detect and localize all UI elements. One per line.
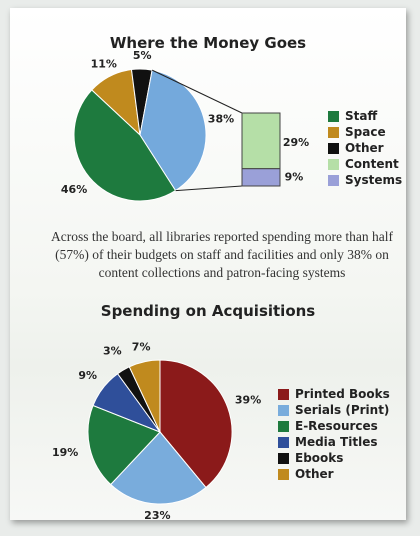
legend-item: Serials (Print) (278, 402, 390, 418)
legend-label: Content (345, 157, 399, 171)
slice-content-systems-label: 38% (208, 112, 234, 125)
legend-item: Systems (328, 172, 402, 188)
legend-swatch (328, 174, 339, 186)
legend-item: Staff (328, 108, 402, 124)
connector-line-top (151, 69, 243, 114)
legend-swatch (328, 110, 339, 122)
slice-serials-print-label: 23% (144, 509, 170, 522)
legend-swatch (278, 468, 289, 480)
slice-printed-books-label: 39% (235, 393, 261, 406)
chart2-legend: Printed Books Serials (Print) E-Resources M… (278, 386, 390, 482)
legend-swatch (328, 158, 339, 170)
legend-label: E-Resources (295, 419, 378, 433)
bar-label-systems: 9% (285, 170, 304, 183)
chart1-pie: 11% 5% 38% 46% 29% 9% (61, 49, 309, 202)
chart2-title: Spending on Acquisitions (100, 302, 316, 320)
legend-label: Printed Books (295, 387, 390, 401)
legend-item: E-Resources (278, 418, 390, 434)
slice-ebooks-label: 3% (103, 344, 122, 357)
legend-label: Media Titles (295, 435, 378, 449)
legend-label: Other (345, 141, 384, 155)
bar-segment-content (241, 112, 281, 170)
legend-swatch (328, 126, 339, 138)
legend-item: Ebooks (278, 450, 390, 466)
slice-other-label: 7% (132, 341, 151, 354)
legend-swatch (278, 420, 289, 432)
bar-segment-systems (241, 168, 281, 187)
bar-label-content: 29% (283, 136, 309, 149)
legend-label: Other (295, 467, 334, 481)
legend-swatch (328, 142, 339, 154)
legend-item: Space (328, 124, 402, 140)
legend-label: Ebooks (295, 451, 344, 465)
legend-swatch (278, 388, 289, 400)
legend-label: Space (345, 125, 386, 139)
legend-label: Serials (Print) (295, 403, 390, 417)
slice-serials-print (110, 431, 207, 505)
slice-media-titles-label: 9% (78, 369, 97, 382)
connector-line-bottom (175, 185, 243, 192)
slice-staff-label: 46% (61, 183, 87, 196)
legend-item: Other (278, 466, 390, 482)
infographic-card: Where the Money Goes Spending on Acquisi… (10, 8, 406, 523)
legend-label: Staff (345, 109, 378, 123)
legend-item: Other (328, 140, 402, 156)
slice-other (128, 359, 161, 433)
legend-item: Content (328, 156, 402, 172)
slice-other-label: 5% (133, 49, 152, 62)
legend-item: Printed Books (278, 386, 390, 402)
legend-swatch (278, 436, 289, 448)
slice-printed-books (159, 359, 233, 489)
chart1-title: Where the Money Goes (109, 34, 307, 52)
caption-text: Across the board, all libraries reported… (51, 229, 393, 280)
legend-swatch (278, 452, 289, 464)
legend-label: Systems (345, 173, 403, 187)
chart1-legend: Staff Space Other Content Systems (328, 108, 402, 188)
legend-swatch (278, 404, 289, 416)
slice-e-resources-label: 19% (52, 446, 78, 459)
chart2-pie: 39% 23% 19% 9% 3% 7% (52, 341, 261, 523)
slice-space-label: 11% (91, 58, 117, 71)
legend-item: Media Titles (278, 434, 390, 450)
slice-staff (73, 89, 177, 202)
